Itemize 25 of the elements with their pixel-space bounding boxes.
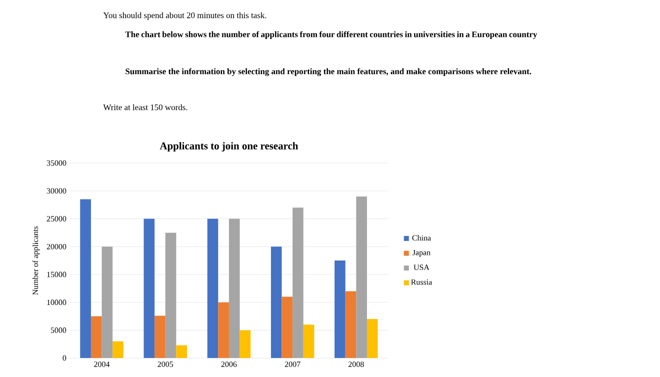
- bar: [207, 218, 218, 358]
- bar: [144, 218, 155, 358]
- bar: [176, 345, 187, 358]
- text: Summarise the information by selecting and reporting the main features, and make comparisons where relevant.: [126, 68, 532, 76]
- bar: [292, 208, 304, 358]
- bar: [303, 324, 314, 358]
- bar: [240, 330, 251, 358]
- chart-title: Applicants to join one research: [160, 142, 298, 152]
- bar: [345, 291, 356, 358]
- bar: [366, 319, 378, 358]
- bar: [218, 302, 229, 358]
- text: The chart below shows the number of applicants from four different countries in universities in a European country: [125, 31, 538, 39]
- bar: [356, 196, 367, 358]
- bar: [165, 232, 176, 358]
- text: You should spend about 20 minutes on this task.: [103, 12, 266, 20]
- bar: [282, 296, 293, 358]
- text: Write at least 150 words.: [103, 104, 188, 110]
- bar: [228, 218, 240, 358]
- bar: [90, 316, 102, 358]
- bar: [80, 199, 91, 358]
- bar: [270, 246, 282, 358]
- bar: [112, 341, 124, 358]
- bar: [154, 316, 166, 358]
- bar: [334, 260, 346, 358]
- bar: [102, 246, 113, 358]
